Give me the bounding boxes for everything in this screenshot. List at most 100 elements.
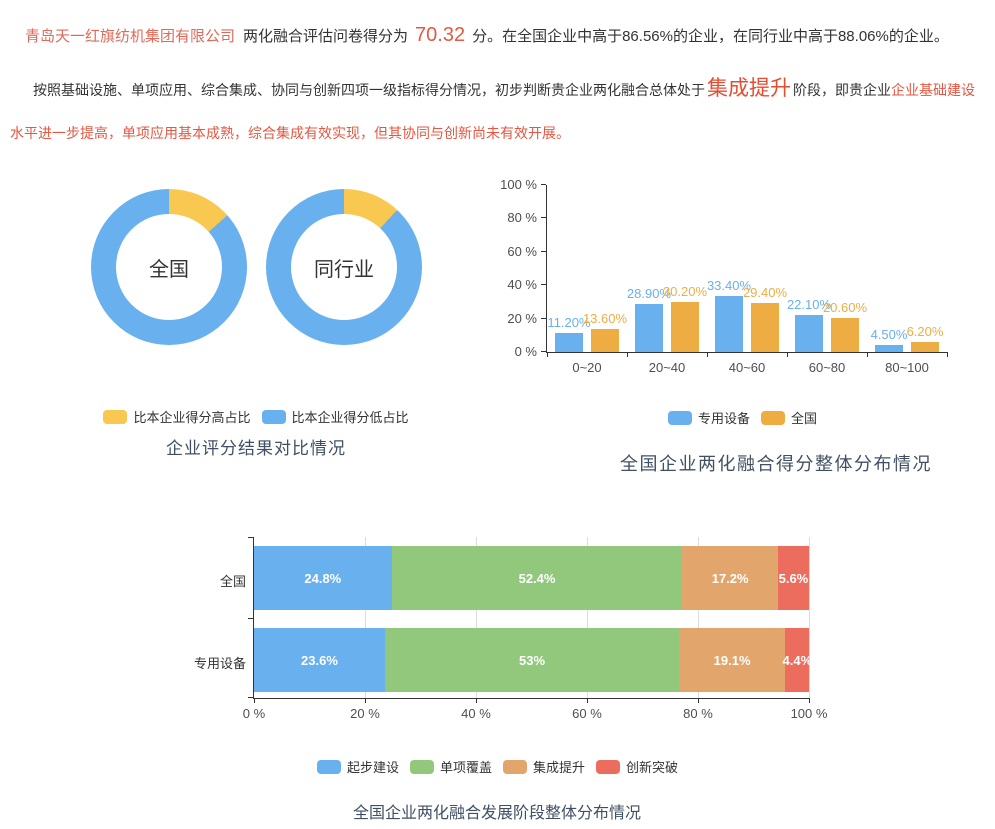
x-axis-label: 60 % xyxy=(572,706,602,721)
bar-全国[interactable] xyxy=(831,317,859,352)
legend-item[interactable]: 专用设备 xyxy=(667,408,750,427)
bar-value-label: 33.40% xyxy=(706,278,752,294)
bar-value-label: 11.20% xyxy=(547,315,591,331)
gridline xyxy=(365,537,366,698)
legend-item[interactable]: 集成提升 xyxy=(503,757,585,776)
bar-value-label: 28.90% xyxy=(626,285,672,301)
bar-专用设备[interactable] xyxy=(715,296,743,352)
legend-swatch xyxy=(103,409,128,424)
legend-swatch xyxy=(409,759,434,774)
row-label: 专用设备 xyxy=(193,656,246,671)
stage-distribution-chart-section: 24.8%52.4%17.2%5.6% 全国 23.6%53%19.1%4.4% 专用… xyxy=(0,525,995,829)
x-axis-tick xyxy=(707,352,708,357)
x-axis-label: 60~80 xyxy=(808,360,846,375)
x-axis-label: 0~20 xyxy=(572,360,602,375)
stack-segment-单项覆盖[interactable]: 52.4% xyxy=(391,546,683,610)
stack-segment-单项覆盖[interactable]: 53% xyxy=(384,628,680,692)
legend-label: 集成提升 xyxy=(533,760,586,775)
stacked-chart-legend: 起步建设 单项覆盖 集成提升 创新突破 xyxy=(0,757,995,776)
legend-item[interactable]: 比本企业得分低占比 xyxy=(261,407,409,426)
legend-item[interactable]: 全国 xyxy=(761,408,817,427)
x-axis-label: 20 % xyxy=(350,706,380,721)
x-axis-tick xyxy=(809,698,810,703)
legend-swatch xyxy=(761,410,785,425)
x-axis-tick xyxy=(365,698,366,703)
x-axis-tick xyxy=(476,698,477,703)
stage-highlight: 集成提升 xyxy=(707,77,791,100)
bar-value-label: 22.10% xyxy=(786,297,832,313)
bar-专用设备[interactable] xyxy=(635,303,663,352)
bar-value-label: 6.20% xyxy=(906,323,944,339)
bar-全国[interactable] xyxy=(911,341,939,352)
stack-segment-创新突破[interactable]: 5.6% xyxy=(777,546,809,610)
donut-center-label: 全国 xyxy=(116,214,222,320)
bar-专用设备[interactable] xyxy=(795,315,823,352)
stage-red-text-1: 企业基础建设 xyxy=(891,82,975,98)
y-axis-label: 20 % xyxy=(507,310,537,326)
y-axis-tick xyxy=(541,351,546,352)
legend-item[interactable]: 起步建设 xyxy=(316,757,399,776)
x-axis-tick xyxy=(867,352,868,357)
x-axis-label: 40 % xyxy=(461,706,491,721)
stack-row-全国: 24.8% 52.4% 17.2% 5.6% xyxy=(254,546,809,610)
y-axis-label: 40 % xyxy=(507,277,537,293)
bar-专用设备[interactable] xyxy=(555,333,583,352)
bar-value-label: 30.20% xyxy=(662,283,708,299)
y-axis-tick xyxy=(541,217,546,219)
donut-national[interactable]: 全国 xyxy=(91,189,247,345)
legend-item[interactable]: 比本企业得分高占比 xyxy=(103,407,251,426)
score-suffix: 分。在全国企业中高于86.56%的企业，在同行业中高于88.06%的企业。 xyxy=(472,28,949,45)
bar-value-label: 29.40% xyxy=(742,284,788,300)
score-prefix: 两化融合评估问卷得分为 xyxy=(243,28,409,45)
bar-全国[interactable] xyxy=(591,329,619,352)
stack-segment-集成提升[interactable]: 19.1% xyxy=(679,628,786,692)
bar-全国[interactable] xyxy=(751,302,779,352)
y-axis-label: 80 % xyxy=(507,210,537,226)
stack-row-专用设备: 23.6%53%19.1%4.4% xyxy=(254,628,809,692)
legend-swatch xyxy=(316,759,341,774)
stacked-chart-plot-area: 24.8%52.4%17.2%5.6% 全国 23.6%53%19.1%4.4% 专用… xyxy=(194,537,827,721)
bar-全国[interactable] xyxy=(671,301,699,352)
stage-after-text: 阶段，即贵企业 xyxy=(793,82,891,98)
bar-value-label: 20.60% xyxy=(822,299,868,315)
legend-item[interactable]: 创新突破 xyxy=(596,757,678,776)
bar-chart-legend: 专用设备 全国 xyxy=(490,408,995,427)
legend-label: 创新突破 xyxy=(626,760,679,775)
bar-chart-plot-area: 0 % 20 % 40 % 60 % 80 % 100 % 0~20 11.20% 13.60%… xyxy=(500,177,948,375)
stack-segment-起步建设[interactable]: 24.8% xyxy=(254,546,392,610)
y-axis-tick xyxy=(248,618,253,619)
legend-label: 全国 xyxy=(791,411,818,426)
x-axis-label: 80~100 xyxy=(885,360,929,375)
legend-swatch xyxy=(261,409,286,424)
score-value: 70.32 xyxy=(415,24,466,46)
donut-industry[interactable]: 同行业 xyxy=(266,189,422,345)
y-axis-tick xyxy=(541,317,546,319)
legend-label: 比本企业得分高占比 xyxy=(133,410,251,425)
legend-swatch xyxy=(596,759,621,774)
y-axis-label: 100 % xyxy=(500,177,537,192)
stacked-chart-title: 全国企业两化融合发展阶段整体分布情况 xyxy=(352,805,642,822)
stack-segment-起步建设[interactable]: 23.6% xyxy=(254,628,385,692)
score-distribution-chart-section: 0 % 20 % 40 % 60 % 80 % 100 % 0~20 11.20% 13.60%… xyxy=(490,175,995,480)
x-axis-tick xyxy=(627,352,628,357)
bar-value-label: 13.60% xyxy=(582,311,628,327)
summary-paragraph: 青岛天一红旗纺机集团有限公司 两化融合评估问卷得分为 70.32 分。在全国企业中高于… xyxy=(25,24,949,47)
donut-center-label: 同行业 xyxy=(291,214,397,320)
bar-专用设备[interactable] xyxy=(875,344,903,352)
legend-swatch xyxy=(667,410,692,425)
legend-item[interactable]: 单项覆盖 xyxy=(409,757,492,776)
stage-lead-text: 按照基础设施、单项应用、综合集成、协同与创新四项一级指标得分情况，初步判断贵企业… xyxy=(33,82,705,98)
x-axis-tick xyxy=(587,698,588,703)
x-axis-tick xyxy=(254,698,255,703)
x-axis-tick xyxy=(787,352,788,357)
y-axis-tick xyxy=(541,284,546,286)
stack-segment-集成提升[interactable]: 17.2% xyxy=(682,546,778,610)
row-label: 全国 xyxy=(219,574,246,589)
x-axis-tick xyxy=(698,698,699,703)
gridline xyxy=(587,537,588,698)
donut-chart-area: 全国 同行业 xyxy=(60,180,452,480)
stack-segment-创新突破[interactable]: 4.4% xyxy=(783,628,809,692)
stage-paragraph: 按照基础设施、单项应用、综合集成、协同与创新四项一级指标得分情况，初步判断贵企业… xyxy=(10,67,990,155)
x-axis-label: 40~60 xyxy=(728,360,766,375)
